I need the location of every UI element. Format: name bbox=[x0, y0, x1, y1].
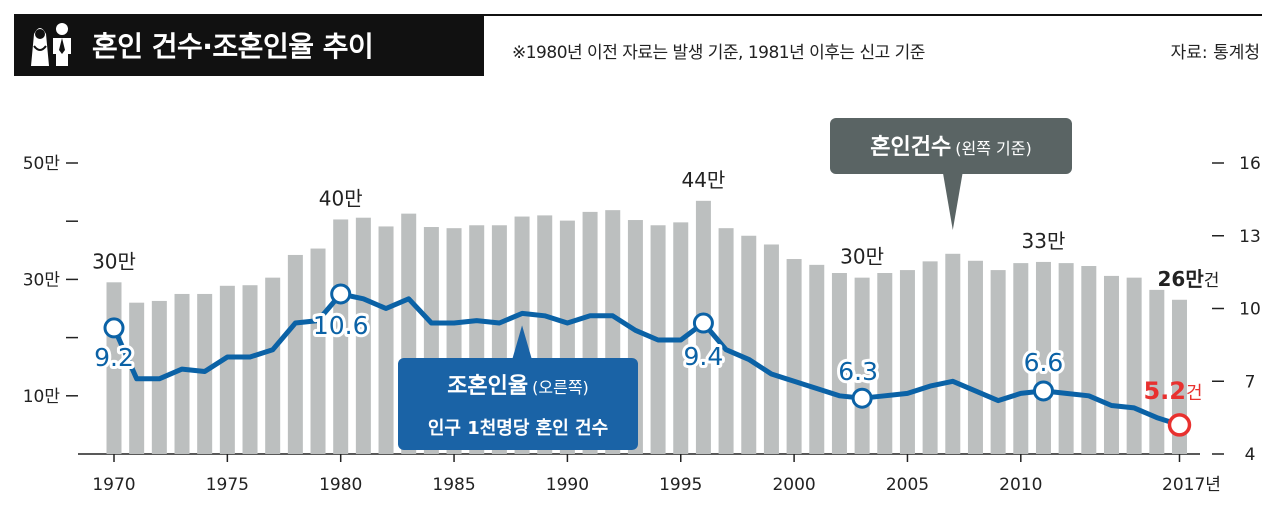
marriage-callout-title-suffix: (왼쪽 기준) bbox=[955, 139, 1031, 158]
bar-2009 bbox=[990, 270, 1006, 454]
source-label: 자료: 통계청 bbox=[1170, 43, 1260, 63]
bride-groom-icon bbox=[31, 23, 71, 66]
bar-1997 bbox=[718, 228, 734, 454]
bar-2015 bbox=[1126, 277, 1142, 454]
rate-point-1970 bbox=[103, 317, 125, 339]
bar-label-last-num: 26만 bbox=[1157, 267, 1204, 291]
marriage-callout-pointer bbox=[942, 172, 963, 230]
right-tick-label: 10 bbox=[1239, 300, 1261, 320]
rate-label-last-num: 5.2 bbox=[1143, 377, 1186, 405]
rate-label-halo-1980: 10.6 bbox=[313, 311, 369, 340]
bar-label-1970: 30만 bbox=[92, 249, 136, 273]
title-box: 혼인 건수·조혼인율 추이 bbox=[14, 14, 484, 76]
rate-value-labels: 9.29.210.610.69.49.46.36.3 6.66.65.2건 bbox=[91, 308, 1202, 405]
left-tick-label: 30만 bbox=[23, 270, 61, 290]
right-tick-label: 7 bbox=[1245, 372, 1256, 392]
bar-2008 bbox=[967, 260, 983, 454]
x-tick-label: 2005 bbox=[886, 475, 929, 495]
left-tick-label: 10만 bbox=[23, 387, 61, 407]
rate-callout-desc: 인구 1천명당 혼인 건수 bbox=[428, 417, 608, 439]
rate-label-2011: 6.6 bbox=[1024, 348, 1064, 377]
rate-point-1980 bbox=[330, 283, 352, 305]
bar-1980 bbox=[333, 219, 349, 454]
bar-2014 bbox=[1103, 275, 1119, 454]
callouts: 조혼인율 (오른쪽) 인구 1천명당 혼인 건수 혼인건수 (왼쪽 기준) bbox=[398, 118, 1072, 450]
rate-label-2003: 6.3 bbox=[838, 357, 878, 386]
rate-label-2017: 5.2건 bbox=[1143, 377, 1202, 405]
bar-label-2017: 26만건 bbox=[1157, 267, 1219, 291]
bar-2003 bbox=[854, 277, 870, 454]
rate-label-1980: 10.6 bbox=[313, 311, 369, 340]
rate-label-halo-2011: 6.6 bbox=[1024, 348, 1064, 377]
chart-axes: 1970 1975 1980 1985 1990 1995 2000 2005 2010 2017… bbox=[23, 154, 1261, 495]
bar-2000 bbox=[786, 259, 802, 454]
x-tick-label: 1995 bbox=[659, 475, 702, 495]
rate-point-2017 bbox=[1167, 413, 1192, 437]
bar-2007 bbox=[945, 253, 961, 454]
bar-1978 bbox=[287, 254, 303, 454]
rate-line bbox=[111, 291, 1182, 428]
bar-1998 bbox=[741, 235, 757, 454]
bar-2006 bbox=[922, 261, 938, 454]
bar-2002 bbox=[831, 272, 847, 454]
left-tick-label: 50만 bbox=[23, 154, 61, 174]
rate-label-last-unit: 건 bbox=[1186, 383, 1203, 404]
bar-1999 bbox=[763, 244, 779, 454]
header-rule bbox=[484, 14, 1262, 16]
bar-1976 bbox=[242, 285, 258, 454]
x-tick-label: 1985 bbox=[432, 475, 475, 495]
bar-label-1996: 44만 bbox=[681, 168, 725, 192]
rate-label-1970: 9.2 bbox=[94, 343, 134, 372]
marriage-callout-title-main: 혼인건수 bbox=[870, 135, 951, 160]
bar-label-1980: 40만 bbox=[319, 186, 363, 210]
rate-label-halo-2003: 6.3 bbox=[838, 357, 878, 386]
bar-2016 bbox=[1149, 289, 1165, 454]
data-note: ※1980년 이전 자료는 발생 기준, 1981년 이후는 신고 기준 bbox=[512, 43, 925, 63]
x-tick-label: 2017년 bbox=[1162, 475, 1221, 495]
bar-2004 bbox=[877, 272, 893, 454]
bar-2005 bbox=[899, 270, 915, 454]
bar-1981 bbox=[355, 217, 371, 454]
rate-callout-box bbox=[398, 358, 638, 450]
bar-2001 bbox=[809, 264, 825, 454]
marriage-callout-box bbox=[830, 118, 1072, 174]
bar-2012 bbox=[1058, 263, 1074, 454]
bar-label-2003: 30만 bbox=[840, 245, 884, 269]
right-tick-label: 4 bbox=[1245, 445, 1256, 465]
rate-callout-title-suffix: (오른쪽) bbox=[532, 378, 589, 397]
page-title: 혼인 건수·조혼인율 추이 bbox=[92, 30, 374, 63]
bar-label-last-unit: 건 bbox=[1204, 271, 1220, 291]
rate-point-1996 bbox=[692, 312, 714, 334]
rate-callout-title: 조혼인율 (오른쪽) bbox=[447, 374, 589, 399]
rate-label-1996: 9.4 bbox=[684, 342, 724, 371]
rate-line-layer bbox=[103, 283, 1192, 437]
bar-1982 bbox=[378, 226, 394, 454]
rate-callout-pointer bbox=[512, 325, 533, 360]
rate-point-2011 bbox=[1032, 380, 1054, 402]
x-tick-label: 2010 bbox=[999, 475, 1042, 495]
bar-2013 bbox=[1081, 266, 1097, 454]
marriage-callout-title: 혼인건수 (왼쪽 기준) bbox=[870, 135, 1031, 160]
rate-callout-title-main: 조혼인율 bbox=[447, 374, 528, 399]
bar-2011 bbox=[1035, 261, 1051, 454]
x-tick-label: 1980 bbox=[319, 475, 362, 495]
bar-1979 bbox=[310, 248, 326, 454]
x-tick-label: 1970 bbox=[92, 475, 135, 495]
rate-label-halo-1996: 9.4 bbox=[684, 342, 724, 371]
rate-point-2003 bbox=[851, 387, 873, 409]
bar-2010 bbox=[1013, 263, 1029, 454]
x-tick-label: 2000 bbox=[772, 475, 815, 495]
bar-value-labels: 30만 40만 44만 30만 33만 26만건 bbox=[92, 168, 1219, 291]
bar-1973 bbox=[174, 293, 190, 454]
right-tick-label: 16 bbox=[1239, 154, 1261, 174]
bar-1975 bbox=[219, 285, 235, 454]
x-tick-label: 1975 bbox=[206, 475, 249, 495]
bar-1977 bbox=[265, 277, 281, 454]
rate-label-halo-1970: 9.2 bbox=[94, 343, 134, 372]
x-tick-label: 1990 bbox=[546, 475, 589, 495]
right-tick-label: 13 bbox=[1239, 227, 1261, 247]
bar-label-2011: 33만 bbox=[1022, 229, 1066, 253]
